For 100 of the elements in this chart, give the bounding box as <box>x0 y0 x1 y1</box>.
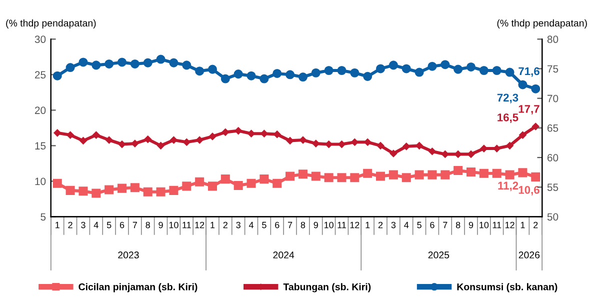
x-tick-label: 11 <box>492 222 502 228</box>
point <box>66 131 74 139</box>
y-axis-title: (% thdp pendapatan) <box>6 19 96 28</box>
point <box>311 172 320 181</box>
point <box>92 131 100 139</box>
point <box>312 140 320 148</box>
point <box>169 186 178 195</box>
point <box>182 138 190 146</box>
point <box>402 142 410 150</box>
point <box>505 170 514 180</box>
point <box>260 130 268 138</box>
x-tick-label: 7 <box>288 222 292 228</box>
point <box>118 140 126 148</box>
point <box>105 136 113 144</box>
text: 2025 <box>428 252 450 258</box>
point <box>388 170 398 180</box>
legend-label: Tabungan (sb. Kiri) <box>283 283 371 292</box>
point <box>390 150 398 158</box>
point <box>208 64 217 74</box>
point <box>442 150 449 158</box>
point <box>350 68 360 78</box>
y2-tick-label: 55 <box>547 184 558 191</box>
point <box>492 168 502 178</box>
x-tick-label: 4 <box>404 222 409 228</box>
x-tick-label: 5 <box>262 222 266 228</box>
point <box>157 142 164 150</box>
point <box>440 170 450 180</box>
point <box>234 180 243 190</box>
point <box>52 71 62 80</box>
point <box>196 136 204 144</box>
point <box>402 173 411 182</box>
point <box>80 137 87 144</box>
point <box>388 60 398 70</box>
y2-axis-title: (% thdp pendapatan) <box>497 19 587 28</box>
x-tick-label: 6 <box>120 222 124 228</box>
point <box>414 68 424 77</box>
y-tick-label: 10 <box>35 178 46 186</box>
point <box>416 142 423 150</box>
point <box>531 84 540 94</box>
text: 2026 <box>518 252 540 258</box>
x-tick-label: 9 <box>158 222 163 228</box>
point <box>299 136 307 144</box>
point <box>467 150 475 158</box>
point <box>298 72 308 82</box>
x-tick-label: 2 <box>378 222 383 228</box>
point <box>246 71 256 80</box>
point <box>479 66 488 76</box>
point <box>182 60 192 70</box>
point <box>324 173 334 182</box>
point <box>195 177 204 186</box>
point <box>143 187 152 196</box>
x-tick-label: 2 <box>534 222 538 228</box>
point <box>350 173 360 182</box>
point <box>492 66 502 76</box>
point <box>156 54 166 64</box>
point <box>144 136 152 143</box>
point <box>286 70 295 80</box>
x-tick-label: 1 <box>56 222 60 228</box>
x-tick-label: 2 <box>68 222 72 228</box>
point <box>195 66 204 76</box>
point <box>104 59 114 69</box>
text: 2023 <box>118 252 139 258</box>
x-tick-label: 2 <box>223 222 228 228</box>
point <box>325 140 332 148</box>
point <box>518 80 528 90</box>
point <box>143 58 152 68</box>
point <box>428 62 437 71</box>
point <box>182 182 192 191</box>
y2-tick-label: 75 <box>547 65 558 73</box>
x-tick-label: 10 <box>324 222 334 228</box>
text: 2024 <box>273 252 294 258</box>
point <box>78 186 88 196</box>
point <box>234 127 242 134</box>
point <box>92 188 101 198</box>
point <box>363 168 372 178</box>
x-tick-label: 8 <box>456 222 460 228</box>
point <box>298 170 308 179</box>
point <box>479 168 488 178</box>
point <box>220 174 230 184</box>
point <box>170 136 178 144</box>
y2-tick-label: 50 <box>547 213 558 221</box>
y-tick-label: 15 <box>35 142 46 150</box>
point <box>117 58 127 67</box>
x-tick-label: 9 <box>468 222 474 228</box>
x-tick-label: 3 <box>81 222 86 228</box>
point <box>519 131 526 139</box>
point <box>130 183 140 192</box>
point <box>363 72 372 81</box>
point <box>440 60 450 70</box>
y2-tick-label: 80 <box>547 36 558 44</box>
y-tick-label: 5 <box>40 213 46 221</box>
point <box>376 172 386 181</box>
y-tick-label: 30 <box>34 36 46 44</box>
x-tick-label: 10 <box>480 222 489 228</box>
x-tick-label: 5 <box>106 222 112 228</box>
legend-label: Konsumsi (sb. kanan) <box>457 283 558 292</box>
point <box>272 68 282 78</box>
point <box>338 140 346 148</box>
point <box>92 60 101 70</box>
data-label: 16,5 <box>498 113 518 123</box>
